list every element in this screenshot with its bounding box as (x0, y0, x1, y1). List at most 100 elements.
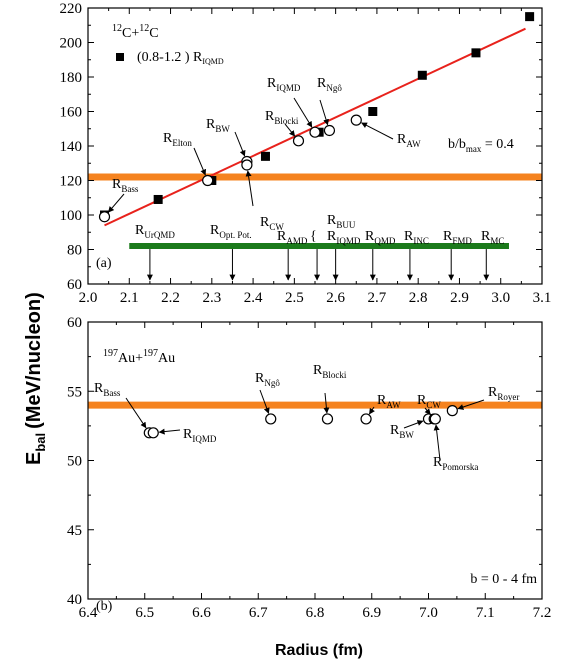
arrow-b-blocki (323, 392, 330, 414)
system-title-b: 197Au+197Au (103, 348, 175, 366)
b-xtick-label: 6.7 (249, 605, 268, 621)
a-ytick-label: 100 (60, 208, 83, 224)
label-b-bass: RBass (94, 381, 121, 398)
b-xtick-label: 6.8 (306, 605, 325, 621)
arrow-b-pomorska (433, 424, 441, 461)
y-axis-title-unit: (MeV/nucleon) (23, 292, 45, 429)
label-b-aw: RAW (377, 393, 401, 410)
label-b-pomorska: RPomorska (433, 455, 478, 472)
y-axis-title-sub: bal (33, 433, 48, 452)
panel-a: RBass RElton RBW RCW RBlocki RIQMD RNgô RAW RUr… (60, 1, 552, 306)
a-ytick-label: 160 (60, 105, 83, 121)
label-ng: RNgô (317, 76, 342, 93)
svg-text:Ebal(MeV/nucleon): Ebal (MeV/nucleon) (23, 292, 48, 465)
arrow-b-bw (403, 420, 424, 429)
circle-b-ng (265, 413, 277, 425)
circle-b-blocki (321, 413, 334, 425)
circle-iqmd (309, 126, 321, 138)
b-xtick-label: 6.4 (79, 605, 98, 621)
b-ytick-label: 40 (67, 592, 82, 608)
label-pot-amd: RAMD (277, 229, 308, 246)
a-xtick-label: 2.9 (450, 290, 469, 306)
system-title-a: 12C+12C (112, 23, 159, 41)
a-ytick-label: 220 (60, 1, 83, 17)
label-b-blocki: RBlocki (313, 363, 347, 380)
iqmd-square (471, 48, 481, 58)
iqmd-square (368, 107, 378, 116)
arrow-elton (193, 147, 207, 176)
arrow-bw (234, 131, 246, 157)
a-xtick-label: 2.8 (409, 290, 428, 306)
circle-blocki (292, 135, 305, 147)
arrow-aw (361, 122, 394, 140)
circle-b-iqmd (147, 427, 159, 439)
panel-tag-b: (b) (96, 599, 113, 614)
label-pot-buu: RBUU (327, 213, 356, 230)
arrow-b-iqmd (158, 428, 181, 435)
label-pot-fmd: RFMD (443, 229, 472, 246)
a-xtick-label: 2.5 (285, 290, 304, 306)
open-circles-a (98, 114, 362, 223)
b-ytick-label: 45 (67, 523, 82, 539)
legend-square-icon (116, 53, 124, 61)
a-xtick-label: 2.1 (120, 290, 139, 306)
legend-label: (0.8-1.2 ) RIQMD (137, 50, 224, 66)
circle-b-pomorska (429, 413, 441, 425)
arrow-b-cw (424, 407, 431, 415)
impact-label-a: b/bmax = 0.4 (448, 137, 514, 154)
x-axis-title: Radius (fm) (275, 642, 363, 659)
circle-aw (350, 114, 362, 126)
b-xtick-label: 6.5 (135, 605, 154, 621)
open-circles-b (143, 405, 458, 439)
iqmd-square (417, 70, 427, 80)
a-xtick-label: 2.4 (244, 290, 263, 306)
a-ytick-label: 180 (60, 70, 83, 86)
annotations-a: RBass RElton RBW RCW RBlocki RIQMD RNgô RAW (108, 76, 421, 232)
b-ytick-label: 60 (67, 315, 82, 331)
arrow-iqmd (293, 97, 313, 128)
a-ytick-label: 120 (60, 174, 83, 190)
b-ytick-label: 50 (67, 454, 82, 470)
a-xtick-label: 2.2 (161, 290, 180, 306)
circle-ng (323, 124, 336, 137)
circle-elton (202, 174, 214, 187)
b-xtick-label: 6.6 (192, 605, 211, 621)
label-bass: RBass (112, 177, 139, 194)
b-xtick-label: 7.1 (476, 605, 495, 621)
iqmd-square (525, 12, 535, 22)
arrow-ng (319, 99, 329, 126)
circle-cw (241, 159, 253, 171)
label-b-bw: RBW (390, 423, 414, 440)
label-blocki: RBlocki (265, 109, 299, 126)
circle-b-royer (446, 405, 458, 417)
arrow-bass (108, 193, 125, 213)
a-ytick-label: 60 (67, 277, 82, 293)
panel-tag-a: (a) (96, 256, 112, 271)
y-axis-title-main: E (23, 452, 45, 465)
circle-b-aw (360, 413, 372, 425)
a-xtick-label: 2.3 (202, 290, 221, 306)
impact-label-b: b = 0 - 4 fm (470, 572, 537, 587)
arrow-b-aw (368, 406, 375, 415)
label-elton: RElton (163, 131, 192, 148)
a-xtick-label: 3.0 (491, 290, 510, 306)
arrow-b-bass (125, 397, 147, 429)
a-xtick-label: 2.6 (326, 290, 345, 306)
label-b-royer: RRoyer (488, 385, 519, 402)
a-xtick-label: 3.1 (533, 290, 552, 306)
arrow-b-ng (259, 389, 270, 414)
arrow-b-royer (457, 399, 485, 410)
iqmd-squares (100, 12, 535, 220)
label-cw: RCW (260, 215, 284, 232)
label-pot-mc: RMC (481, 229, 504, 246)
arrow-cw (245, 170, 254, 207)
iqmd-square (260, 151, 270, 161)
b-xtick-label: 7.0 (419, 605, 438, 621)
label-iqmd: RIQMD (267, 76, 301, 93)
circle-bass (98, 211, 111, 223)
label-pot-qmd: RQMD (365, 229, 396, 246)
label-pot-inc: RINC (404, 229, 429, 246)
